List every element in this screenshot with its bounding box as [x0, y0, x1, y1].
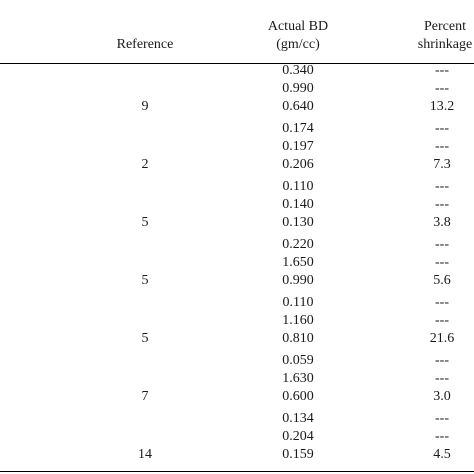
cell-percent-shrinkage: 7.3 — [433, 157, 451, 172]
header-reference: Reference — [116, 37, 174, 52]
cell-reference: 9 — [141, 99, 149, 114]
cell-actual-bd: 0.110 — [282, 295, 314, 310]
header-actual-bd-line1: Actual BD — [267, 19, 329, 34]
cell-actual-bd: 1.160 — [282, 313, 314, 328]
cell-reference: 14 — [138, 447, 152, 462]
table-row: 0.340 --- — [0, 62, 474, 80]
header-actual-bd-line2: (gm/cc) — [276, 37, 320, 52]
header-shrinkage-line2: shrinkage — [417, 37, 473, 52]
table-row: 0.600 3.0 7 — [0, 388, 474, 406]
cell-percent-shrinkage: --- — [435, 371, 449, 386]
cell-reference: 5 — [141, 215, 149, 230]
cell-actual-bd: 0.174 — [282, 121, 314, 136]
table-row: 0.059 --- — [0, 352, 474, 370]
cell-percent-shrinkage: 3.8 — [433, 215, 451, 230]
header-actual-bd: Actual BD (gm/cc) — [248, 18, 348, 54]
cell-actual-bd: 0.640 — [282, 99, 314, 114]
table-row: 0.110 --- — [0, 294, 474, 312]
cell-actual-bd: 0.197 — [282, 139, 314, 154]
cell-percent-shrinkage: 4.5 — [433, 447, 451, 462]
cell-percent-shrinkage: --- — [435, 197, 449, 212]
cell-percent-shrinkage: --- — [435, 295, 449, 310]
cell-actual-bd: 0.204 — [282, 429, 314, 444]
cell-actual-bd: 0.990 — [282, 273, 314, 288]
table-row: 0.640 13.2 9 — [0, 98, 474, 116]
cell-percent-shrinkage: --- — [435, 237, 449, 252]
cell-actual-bd: 0.600 — [282, 389, 314, 404]
cell-percent-shrinkage: --- — [435, 179, 449, 194]
header-rule — [0, 63, 474, 64]
table-row: 0.140 --- — [0, 196, 474, 214]
cell-reference: 5 — [141, 331, 149, 346]
table-row: 0.197 --- — [0, 138, 474, 156]
table-row: 0.204 --- — [0, 428, 474, 446]
table-row: 0.130 3.8 5 — [0, 214, 474, 232]
table-row: 0.159 4.5 14 — [0, 446, 474, 464]
cell-percent-shrinkage: --- — [435, 411, 449, 426]
cell-actual-bd: 0.140 — [282, 197, 314, 212]
table-row: 0.134 --- — [0, 410, 474, 428]
cell-actual-bd: 0.159 — [282, 447, 314, 462]
cell-actual-bd: 1.650 — [282, 255, 314, 270]
cell-percent-shrinkage: --- — [435, 139, 449, 154]
cell-percent-shrinkage: --- — [435, 121, 449, 136]
table-row: 0.110 --- — [0, 178, 474, 196]
bottom-rule — [0, 471, 474, 472]
table-row: 0.810 21.6 5 — [0, 330, 474, 348]
cell-percent-shrinkage: 21.6 — [429, 331, 455, 346]
cell-actual-bd: 0.110 — [282, 179, 314, 194]
cell-actual-bd: 1.630 — [282, 371, 314, 386]
cell-actual-bd: 0.134 — [282, 411, 314, 426]
table-row: 0.174 --- — [0, 120, 474, 138]
cell-actual-bd: 0.059 — [282, 353, 314, 368]
cell-percent-shrinkage: --- — [435, 353, 449, 368]
table-row: 0.220 --- — [0, 236, 474, 254]
table-row: 0.990 5.6 5 — [0, 272, 474, 290]
cell-actual-bd: 0.340 — [282, 63, 314, 78]
table-row: 0.206 7.3 2 — [0, 156, 474, 174]
table-row: 1.630 --- — [0, 370, 474, 388]
cell-actual-bd: 0.206 — [282, 157, 314, 172]
cell-reference: 5 — [141, 273, 149, 288]
header-percent-shrinkage: Percent shrinkage — [400, 18, 474, 54]
table-row: 1.650 --- — [0, 254, 474, 272]
cell-percent-shrinkage: 5.6 — [433, 273, 451, 288]
cell-percent-shrinkage: --- — [435, 63, 449, 78]
cell-actual-bd: 0.810 — [282, 331, 314, 346]
cell-percent-shrinkage: --- — [435, 81, 449, 96]
cell-actual-bd: 0.220 — [282, 237, 314, 252]
cell-percent-shrinkage: 3.0 — [433, 389, 451, 404]
table-row: 0.990 --- — [0, 80, 474, 98]
table-row: 1.160 --- — [0, 312, 474, 330]
cell-percent-shrinkage: --- — [435, 313, 449, 328]
cell-actual-bd: 0.130 — [282, 215, 314, 230]
cell-percent-shrinkage: --- — [435, 429, 449, 444]
header-shrinkage-line1: Percent — [424, 19, 466, 34]
cell-percent-shrinkage: 13.2 — [429, 99, 455, 114]
cell-reference: 2 — [141, 157, 149, 172]
cell-percent-shrinkage: --- — [435, 255, 449, 270]
cell-actual-bd: 0.990 — [282, 81, 314, 96]
cell-reference: 7 — [141, 389, 149, 404]
